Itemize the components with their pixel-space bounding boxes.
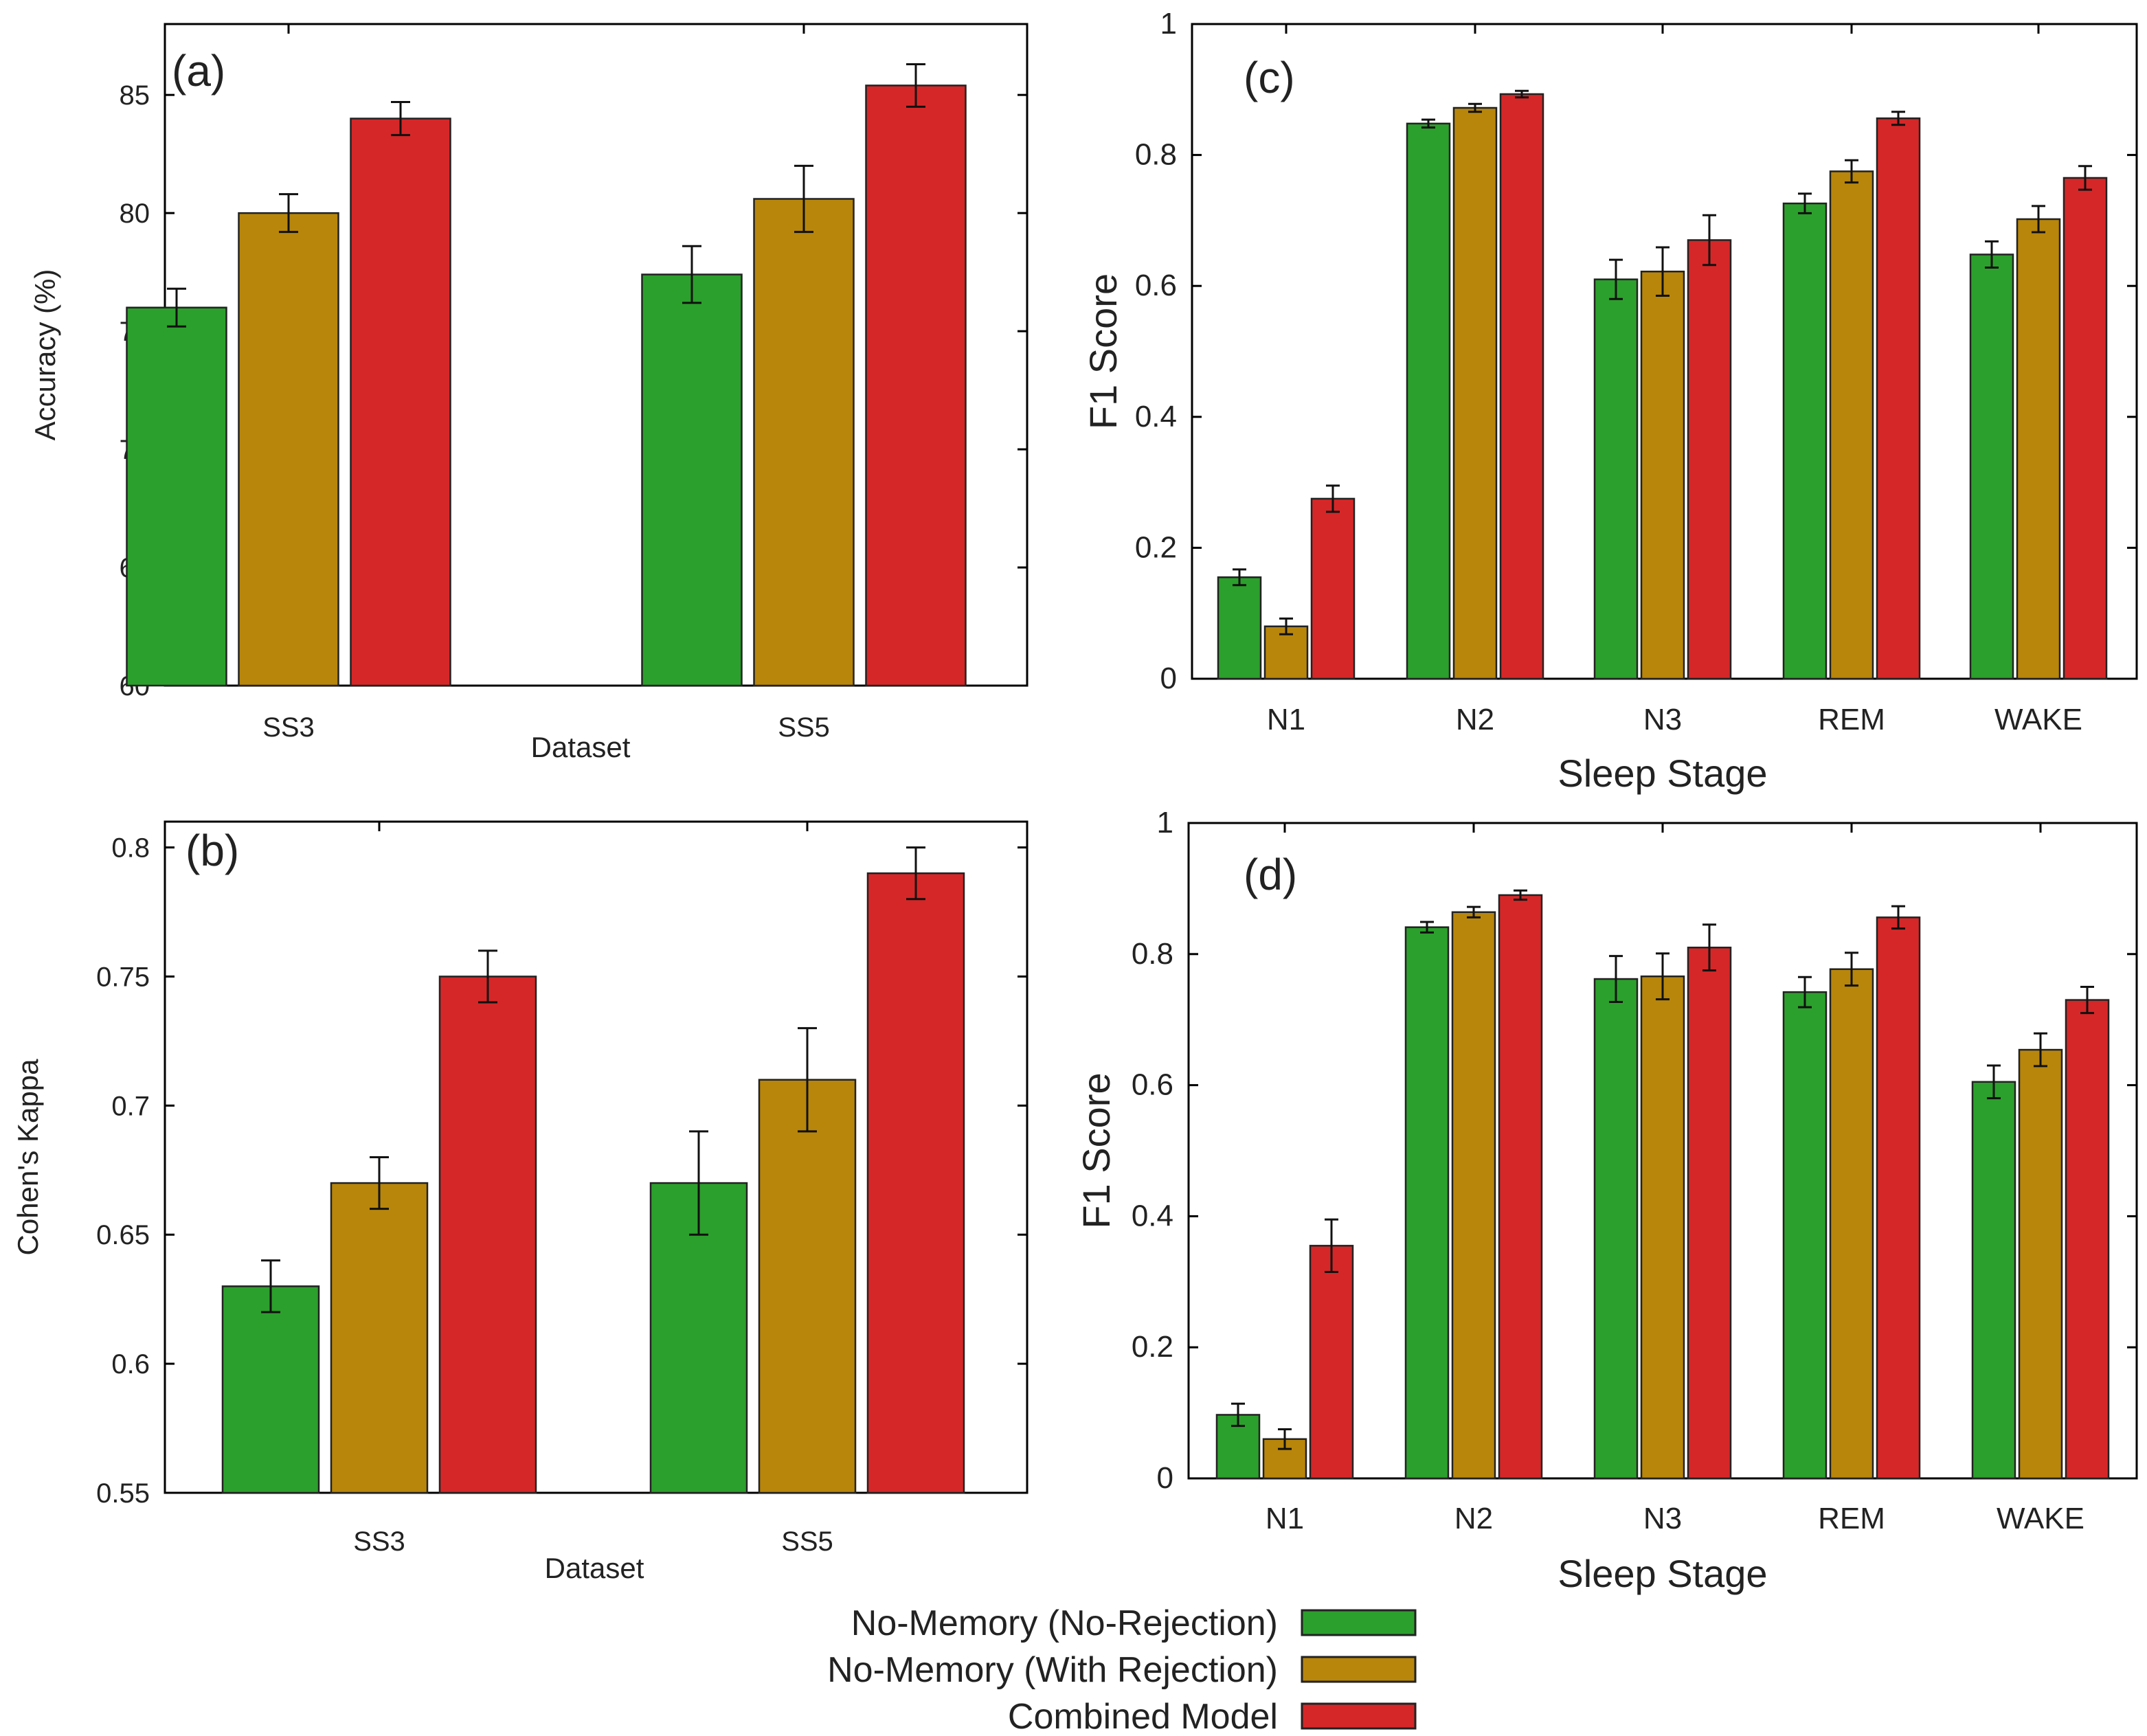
bar-n3-series-3 (1687, 239, 1732, 680)
bar-ss3-series-3 (438, 976, 537, 1494)
x-tick-label: SS3 (262, 712, 315, 743)
bar-ss3-series-2 (330, 1182, 429, 1494)
legend-swatch-2 (1301, 1656, 1417, 1683)
bar-wake-series-3 (2062, 177, 2108, 680)
x-tick-label: N1 (1266, 1502, 1304, 1535)
legend-swatch-1 (1301, 1609, 1417, 1636)
y-tick-label: 80 (120, 199, 150, 229)
y-tick-label: 0 (1160, 662, 1177, 695)
y-tick-label: 0.6 (111, 1349, 150, 1379)
x-axis-title: Dataset (531, 731, 631, 763)
bar-ss5-series-2 (758, 1079, 857, 1494)
x-tick-label: REM (1818, 703, 1885, 736)
x-tick-label: WAKE (1994, 703, 2082, 736)
y-tick-label: 1 (1157, 806, 1173, 839)
chart-panel-a: 606570758085SS3SS5Accuracy (%)Dataset(a) (29, 23, 1028, 763)
legend-swatch-3 (1301, 1702, 1417, 1730)
bar-rem-series-1 (1782, 202, 1828, 680)
x-tick-label: SS3 (353, 1526, 405, 1557)
bar-n3-series-1 (1593, 278, 1639, 680)
y-tick-label: 0.8 (1132, 937, 1173, 971)
bar-n1-series-3 (1310, 497, 1356, 680)
bar-rem-series-1 (1782, 991, 1828, 1480)
y-tick-label: 85 (120, 80, 150, 111)
y-tick-label: 0.7 (111, 1091, 150, 1121)
y-tick-label: 0.2 (1132, 1330, 1173, 1364)
bar-ss3-series-1 (126, 306, 227, 687)
bar-ss3-series-2 (238, 212, 339, 687)
bar-ss3-series-1 (221, 1285, 320, 1494)
bar-n2-series-1 (1404, 926, 1450, 1480)
bar-n1-series-1 (1217, 576, 1262, 680)
bar-rem-series-2 (1829, 170, 1874, 680)
bar-n2-series-1 (1406, 122, 1451, 680)
bar-rem-series-2 (1829, 968, 1874, 1480)
panel-letter: (c) (1244, 53, 1295, 102)
y-tick-label: 0.2 (1135, 530, 1177, 564)
x-tick-label: N1 (1267, 703, 1305, 736)
bar-ss5-series-2 (753, 198, 855, 687)
bar-n3-series-2 (1640, 270, 1685, 680)
bar-n3-series-1 (1593, 978, 1639, 1480)
bar-ss5-series-3 (866, 872, 965, 1494)
bar-ss3-series-3 (350, 117, 451, 687)
y-tick-label: 1 (1160, 7, 1177, 41)
legend-label: No-Memory (No-Rejection) (851, 1603, 1278, 1643)
bar-n1-series-3 (1309, 1245, 1354, 1480)
y-tick-label: 0 (1157, 1461, 1173, 1495)
y-tick-label: 0.6 (1135, 269, 1177, 302)
y-tick-label: 0.55 (96, 1478, 150, 1509)
panel-letter: (b) (186, 826, 239, 875)
y-tick-label: 0.65 (96, 1220, 150, 1250)
x-tick-label: N3 (1643, 1502, 1682, 1535)
y-tick-label: 0.6 (1132, 1068, 1173, 1102)
x-tick-label: N2 (1454, 1502, 1493, 1535)
bar-wake-series-2 (2018, 1048, 2063, 1480)
x-tick-label: N3 (1643, 703, 1682, 736)
legend: No-Memory (No-Rejection) No-Memory (With … (827, 1603, 1417, 1736)
plot-frame (164, 820, 1028, 1494)
x-tick-label: WAKE (1997, 1502, 2084, 1535)
bar-rem-series-3 (1876, 117, 1921, 680)
x-axis-title: Sleep Stage (1558, 1552, 1767, 1595)
x-axis-title: Sleep Stage (1558, 752, 1767, 795)
bar-ss5-series-3 (865, 84, 967, 687)
y-axis-title: Accuracy (%) (29, 269, 61, 441)
bar-n3-series-2 (1640, 975, 1685, 1480)
bar-n2-series-3 (1499, 93, 1544, 680)
x-tick-label: SS5 (781, 1526, 833, 1557)
bar-rem-series-3 (1876, 916, 1921, 1480)
charts: 606570758085SS3SS5Accuracy (%)Dataset(a)… (12, 7, 2138, 1595)
legend-label: No-Memory (With Rejection) (827, 1650, 1278, 1690)
bar-n3-series-3 (1687, 947, 1732, 1480)
panel-letter: (d) (1244, 850, 1297, 899)
bar-n2-series-2 (1452, 106, 1498, 680)
bar-wake-series-1 (1971, 1081, 2016, 1480)
y-tick-label: 0.75 (96, 962, 150, 992)
y-tick-label: 0.4 (1132, 1199, 1173, 1232)
bar-ss5-series-1 (641, 273, 743, 687)
chart-panel-b: 0.55 0.6 0.65 0.7 0.75 0.8 SS3 SS5 Cohen's Kappa… (12, 820, 1028, 1584)
y-tick-label: 0.4 (1135, 400, 1177, 433)
bar-wake-series-2 (2016, 218, 2061, 680)
x-axis-title: Dataset (545, 1552, 644, 1584)
y-tick-label: 0.8 (111, 833, 150, 864)
legend-label: Combined Model (1008, 1697, 1278, 1736)
y-axis-title: F1 Score (1075, 1072, 1118, 1228)
x-tick-label: N2 (1456, 703, 1494, 736)
x-tick-label: REM (1818, 1502, 1885, 1535)
y-tick-label: 0.8 (1135, 138, 1177, 172)
panel-letter: (a) (172, 46, 225, 95)
bar-n2-series-2 (1451, 911, 1496, 1480)
chart-panel-c: 0 0.2 0.4 0.6 0.8 1 N1 N2 N3 REM WAKE F1 Score Sleep… (1081, 7, 2138, 795)
chart-panel-d: 0 0.2 0.4 0.6 0.8 1 N1 N2 N3 REM WAKE F1 Score Sleep… (1075, 806, 2138, 1595)
bar-wake-series-1 (1969, 253, 2014, 680)
y-axis-title: F1 Score (1081, 273, 1125, 429)
bar-wake-series-3 (2065, 999, 2110, 1480)
y-axis-title: Cohen's Kappa (12, 1059, 44, 1256)
x-tick-label: SS5 (778, 712, 830, 743)
bar-n2-series-3 (1498, 894, 1543, 1480)
